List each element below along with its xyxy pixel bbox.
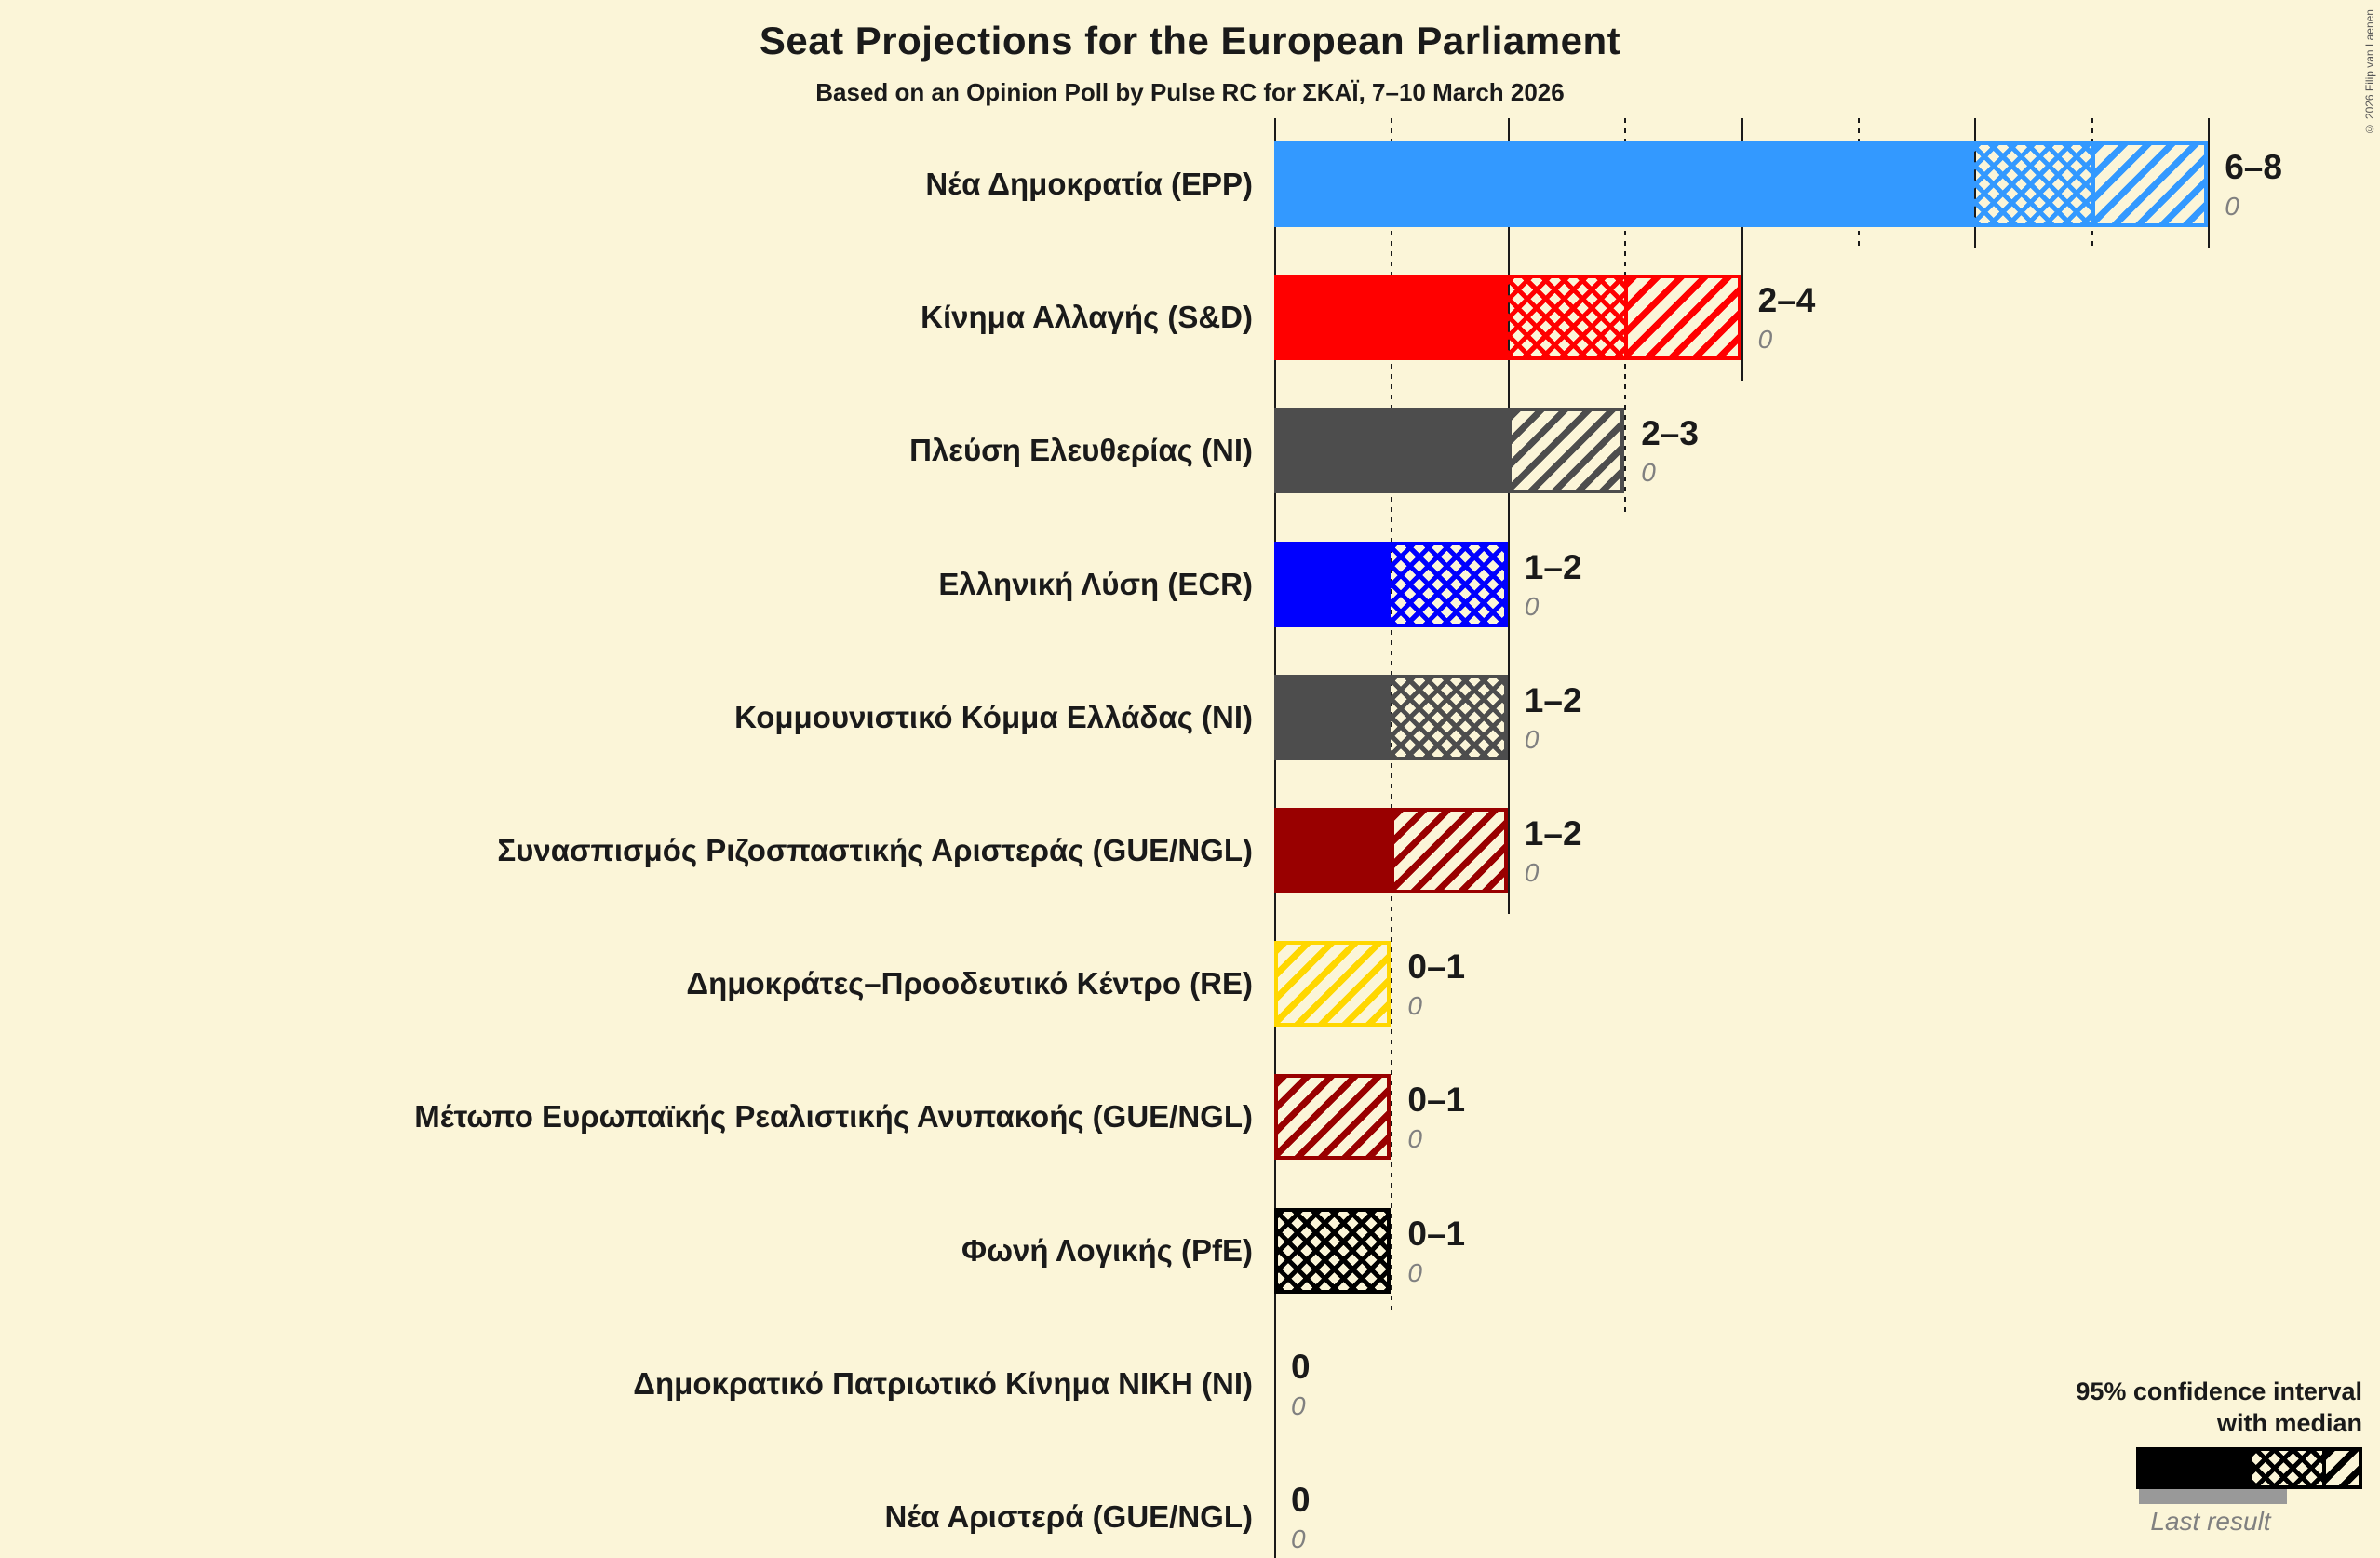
last-result-value: 0 [1524, 858, 1540, 887]
seat-range-value: 0–1 [1407, 947, 1466, 987]
confidence-interval-bar [1274, 275, 1741, 361]
legend-solid-segment [2140, 1451, 2252, 1485]
bar-diagonal-segment [1278, 1078, 1388, 1157]
legend-diagonal-segment [2322, 1451, 2360, 1485]
party-label: Ελληνική Λύση (ECR) [938, 566, 1253, 601]
seat-range-value: 0–1 [1407, 1214, 1466, 1253]
party-label: Δημοκράτες–Προοδευτικό Κέντρο (RE) [686, 966, 1253, 1001]
bar-crosshatch-segment [1974, 145, 2091, 223]
party-label: Κομμουνιστικό Κόμμα Ελλάδας (NI) [734, 699, 1253, 734]
legend-title-line2: with median [2216, 1409, 2362, 1437]
last-result-value: 0 [2225, 192, 2239, 221]
bar-solid-segment [1278, 278, 1508, 357]
last-result-value: 0 [1757, 325, 1773, 355]
party-label: Κίνημα Αλλαγής (S&D) [921, 300, 1253, 335]
bar-diagonal-segment [1624, 278, 1738, 357]
gridline-seat-8 [2208, 118, 2211, 248]
party-label: Μέτωπο Ευρωπαϊκής Ρεαλιστικής Ανυπακοής … [414, 1099, 1253, 1135]
last-result-value: 0 [1407, 1124, 1422, 1154]
legend-sample-bar [2136, 1447, 2362, 1489]
seat-range-value: 1–2 [1524, 547, 1582, 586]
confidence-interval-bar [1274, 941, 1392, 1027]
last-result-value: 0 [1407, 991, 1422, 1021]
last-result-value: 0 [1524, 724, 1540, 754]
bar-solid-segment [1278, 678, 1392, 757]
bar-diagonal-segment [2091, 145, 2205, 223]
last-result-value: 0 [1291, 1524, 1306, 1553]
bar-solid-segment [1278, 411, 1508, 490]
bar-solid-segment [1278, 145, 1975, 223]
bar-crosshatch-segment [1278, 1211, 1388, 1290]
legend-last-result-bar [2139, 1489, 2287, 1504]
bar-crosshatch-segment [1391, 544, 1504, 624]
party-label: Συνασπισμός Ριζοσπαστικής Αριστεράς (GUE… [497, 833, 1253, 867]
legend-title-line1: 95% confidence interval [2076, 1377, 2362, 1405]
chart-subtitle: Based on an Opinion Poll by Pulse RC for… [815, 78, 1565, 106]
bar-diagonal-segment [1278, 945, 1388, 1024]
confidence-interval-bar [1274, 1074, 1392, 1161]
last-result-value: 0 [1291, 1390, 1306, 1420]
seat-range-value: 1–2 [1524, 680, 1582, 719]
confidence-interval-bar [1274, 408, 1625, 494]
seat-range-value: 1–2 [1524, 814, 1582, 853]
last-result-value: 0 [1407, 1257, 1422, 1287]
legend-crosshatch-segment [2252, 1451, 2322, 1485]
confidence-interval-bar [1274, 141, 2209, 227]
bar-crosshatch-segment [1507, 278, 1625, 357]
bar-diagonal-segment [1391, 812, 1504, 890]
bar-solid-segment [1278, 812, 1392, 890]
last-result-value: 0 [1524, 591, 1540, 621]
party-label: Δημοκρατικό Πατριωτικό Κίνημα ΝΙΚΗ (NI) [633, 1365, 1253, 1401]
bar-diagonal-segment [1507, 411, 1621, 490]
seat-range-value: 0 [1291, 1481, 1311, 1519]
copyright-note: © 2026 Filip van Laenen [2363, 9, 2376, 136]
party-label: Νέα Αριστερά (GUE/NGL) [884, 1499, 1253, 1534]
legend-last-result-label: Last result [2150, 1507, 2271, 1536]
gridline-seat-4 [1741, 118, 1743, 382]
seat-range-value: 0–1 [1407, 1081, 1466, 1120]
bar-solid-segment [1278, 544, 1392, 624]
party-label: Νέα Δημοκρατία (EPP) [925, 167, 1253, 201]
confidence-interval-bar [1274, 808, 1508, 893]
party-label: Πλεύση Ελευθερίας (NI) [909, 433, 1253, 468]
seat-range-value: 0 [1291, 1347, 1311, 1386]
confidence-interval-bar [1274, 674, 1508, 760]
party-label: Φωνή Λογικής (PfE) [961, 1232, 1253, 1268]
last-result-value: 0 [1641, 458, 1656, 488]
seat-range-value: 2–3 [1641, 414, 1699, 453]
bar-crosshatch-segment [1391, 678, 1504, 757]
gridline-seat-2 [1507, 118, 1510, 914]
seat-range-value: 2–4 [1757, 281, 1816, 320]
confidence-interval-bar [1274, 541, 1508, 627]
chart-title: Seat Projections for the European Parlia… [759, 19, 1621, 62]
confidence-interval-bar [1274, 1207, 1392, 1294]
seat-range-value: 6–8 [2225, 148, 2282, 186]
